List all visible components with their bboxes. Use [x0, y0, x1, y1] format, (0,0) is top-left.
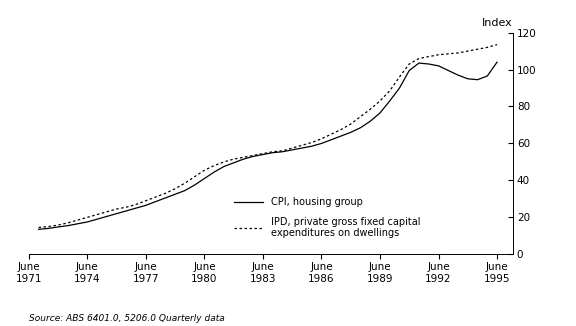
- Legend: CPI, housing group, IPD, private gross fixed capital
expenditures on dwellings: CPI, housing group, IPD, private gross f…: [234, 197, 420, 238]
- Text: Source: ABS 6401.0, 5206.0 Quarterly data: Source: ABS 6401.0, 5206.0 Quarterly dat…: [29, 314, 225, 323]
- Text: Index: Index: [482, 18, 513, 28]
